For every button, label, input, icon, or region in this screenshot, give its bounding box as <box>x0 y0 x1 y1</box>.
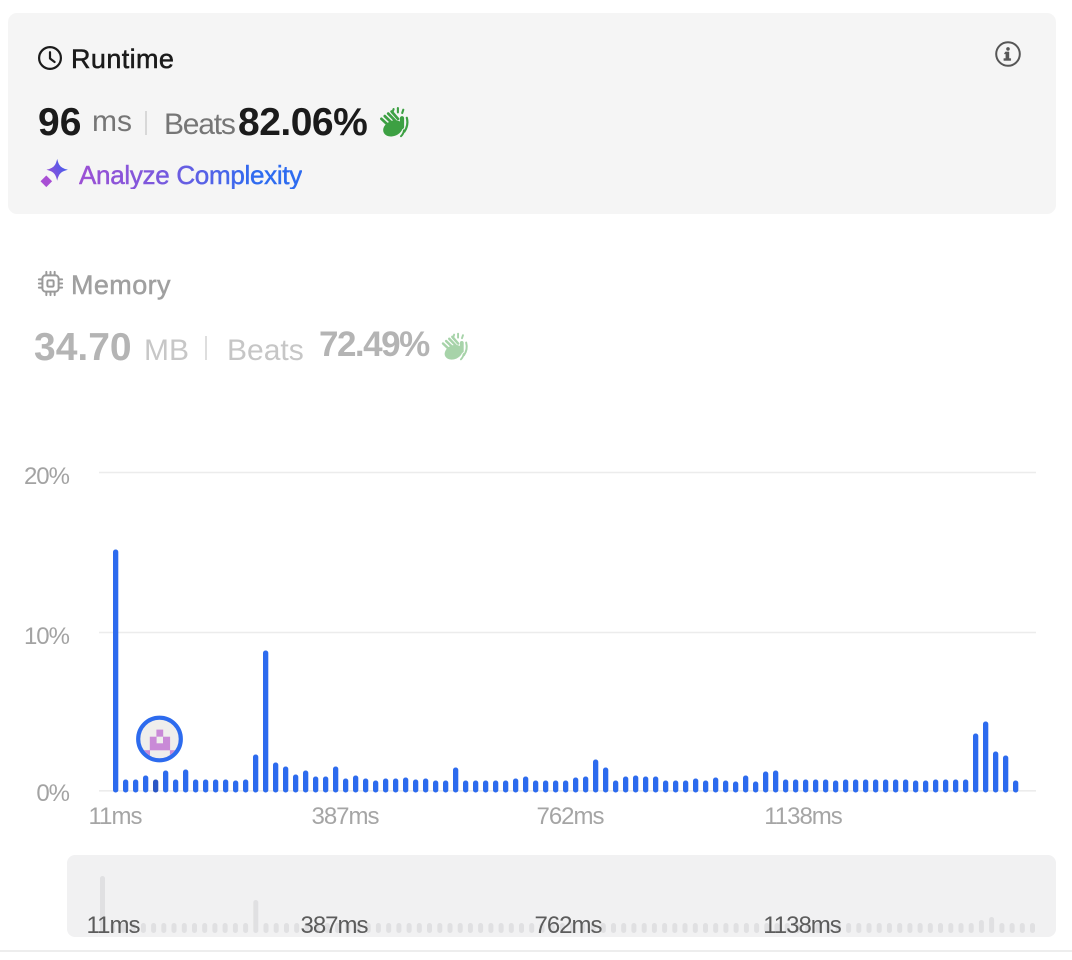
svg-text:20%: 20% <box>24 463 70 490</box>
svg-text:10%: 10% <box>24 623 70 650</box>
svg-text:762ms: 762ms <box>534 912 602 939</box>
svg-text:1138ms: 1138ms <box>764 803 843 830</box>
svg-text:11ms: 11ms <box>87 912 141 939</box>
svg-text:387ms: 387ms <box>311 803 379 830</box>
svg-text:1138ms: 1138ms <box>763 912 842 939</box>
svg-text:762ms: 762ms <box>536 803 604 830</box>
svg-text:387ms: 387ms <box>300 912 368 939</box>
svg-text:0%: 0% <box>36 780 69 807</box>
svg-text:11ms: 11ms <box>89 803 143 830</box>
